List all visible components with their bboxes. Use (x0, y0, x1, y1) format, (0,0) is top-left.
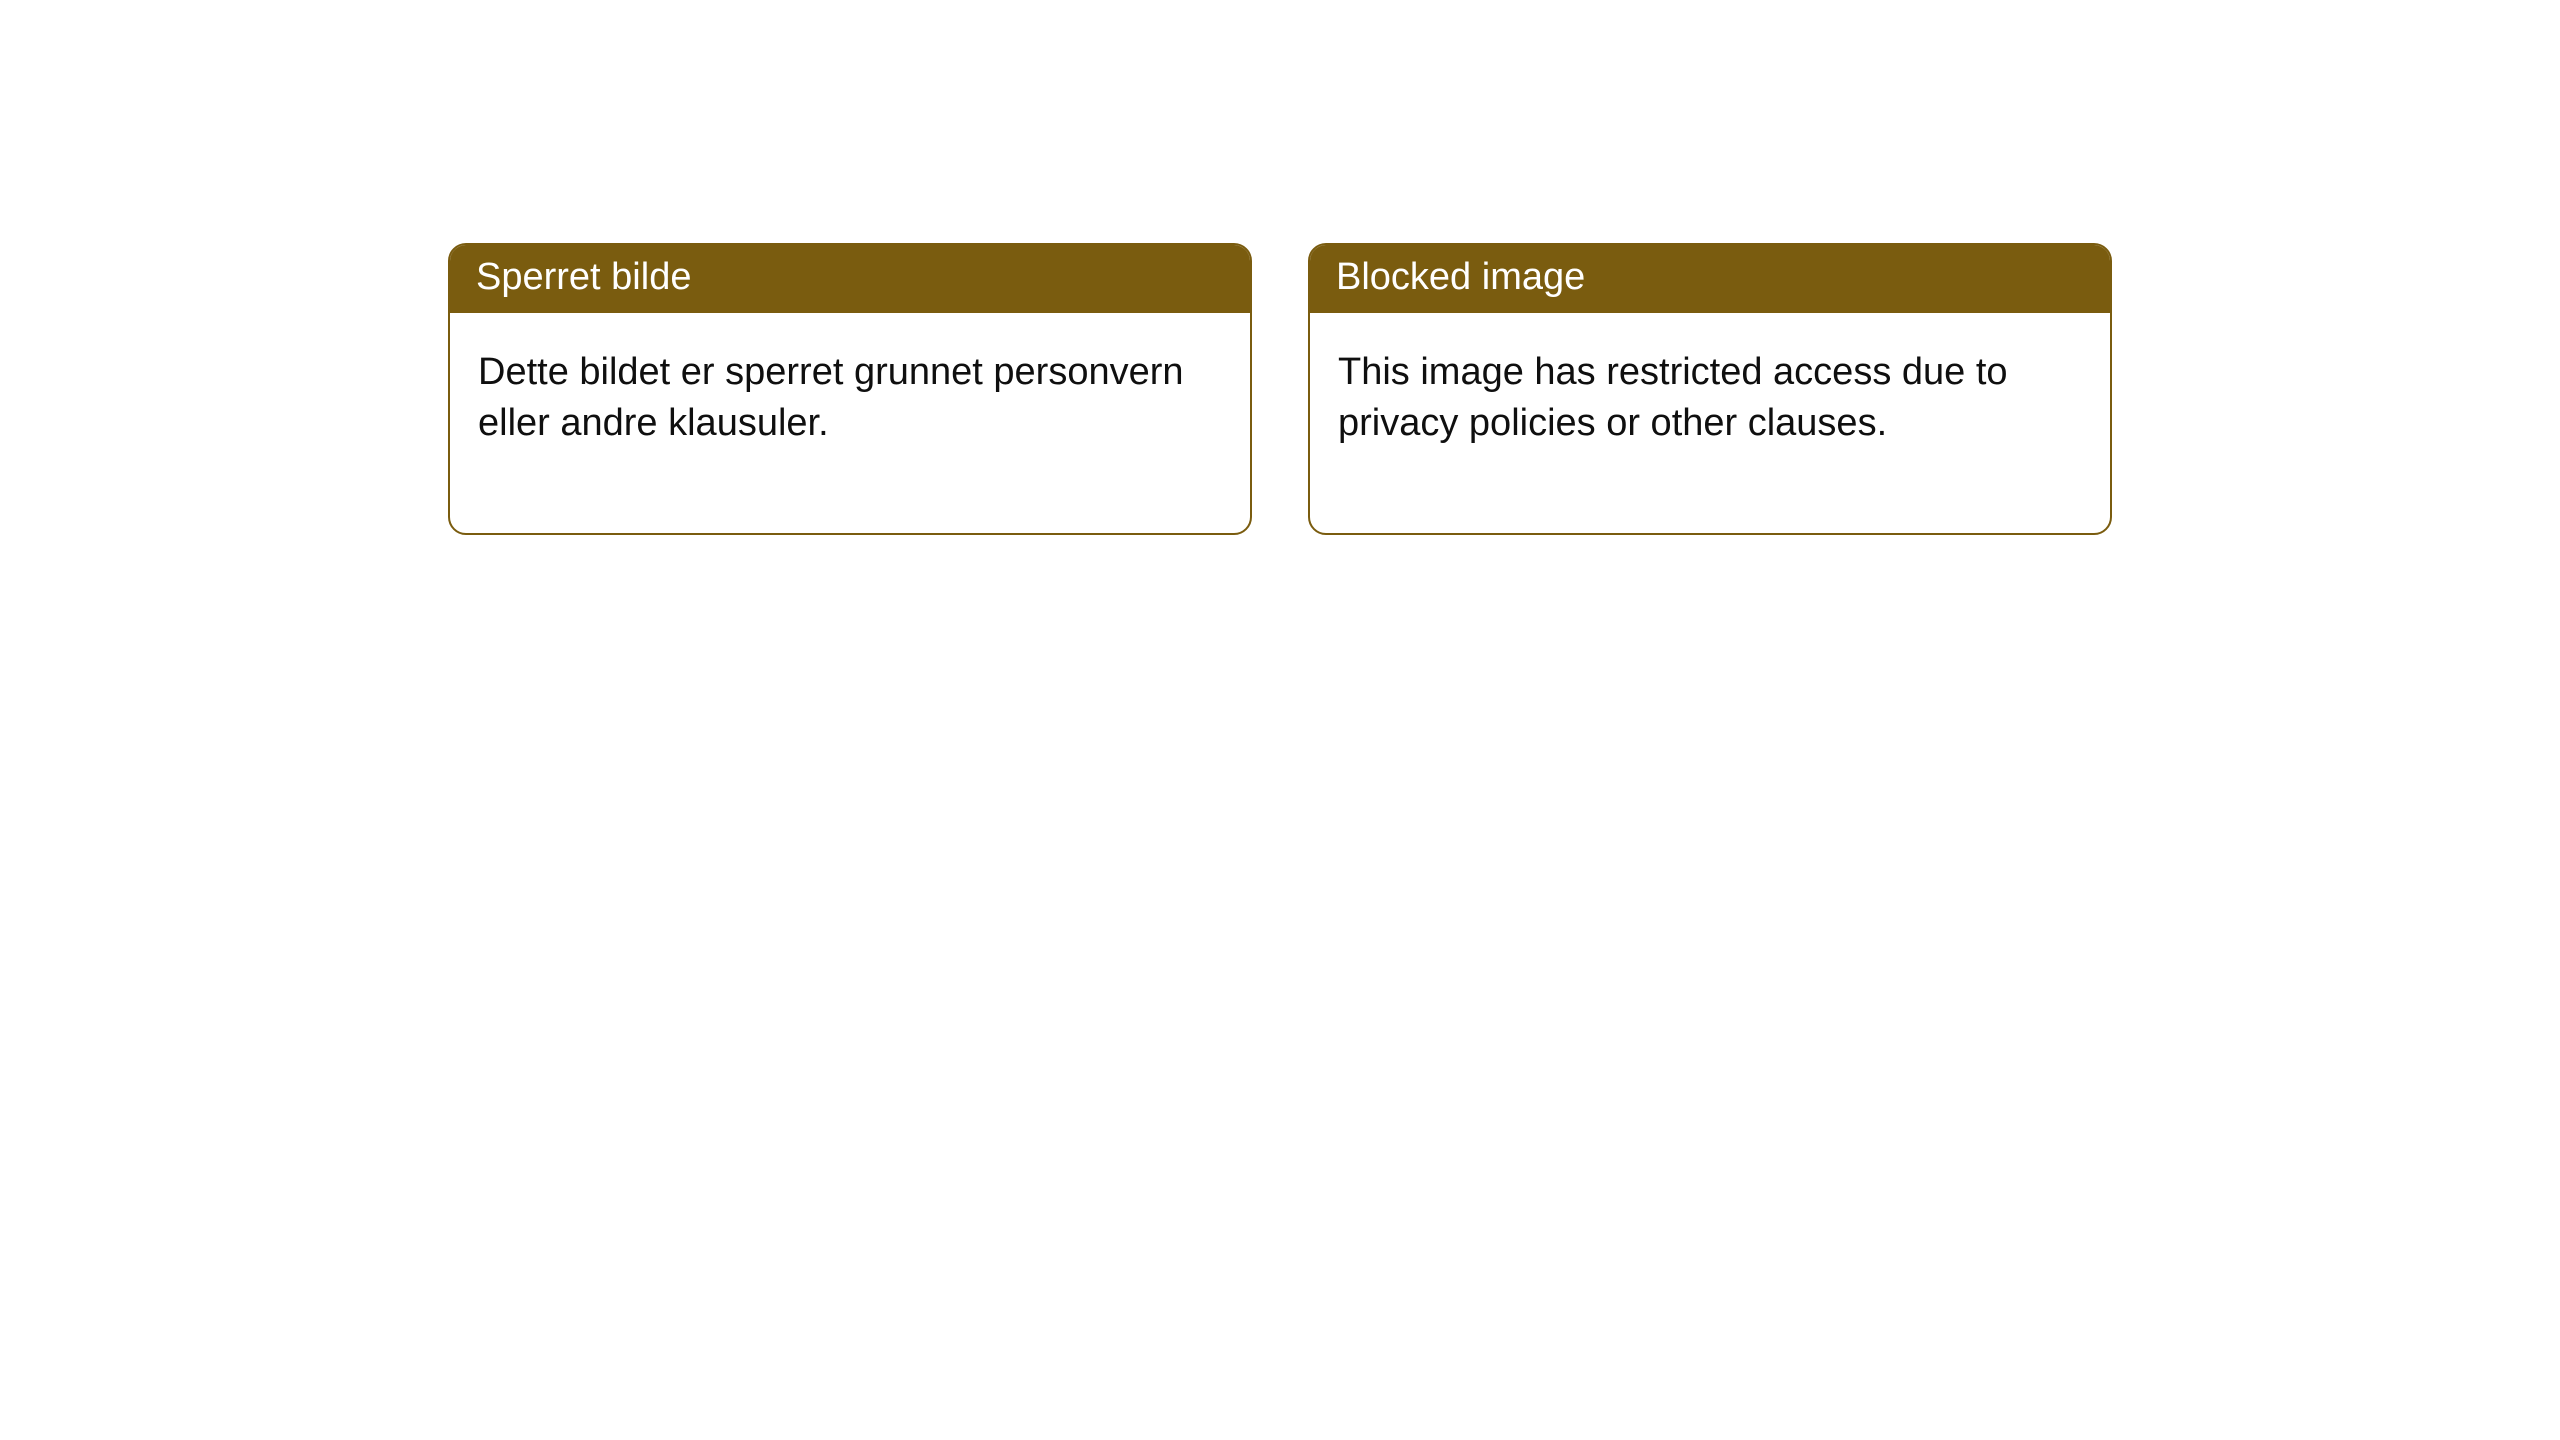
notice-title-english: Blocked image (1310, 245, 2110, 313)
notice-title-norwegian: Sperret bilde (450, 245, 1250, 313)
notice-card-norwegian: Sperret bilde Dette bildet er sperret gr… (448, 243, 1252, 535)
notice-card-english: Blocked image This image has restricted … (1308, 243, 2112, 535)
notice-container: Sperret bilde Dette bildet er sperret gr… (0, 0, 2560, 535)
notice-body-english: This image has restricted access due to … (1310, 313, 2110, 533)
notice-body-norwegian: Dette bildet er sperret grunnet personve… (450, 313, 1250, 533)
